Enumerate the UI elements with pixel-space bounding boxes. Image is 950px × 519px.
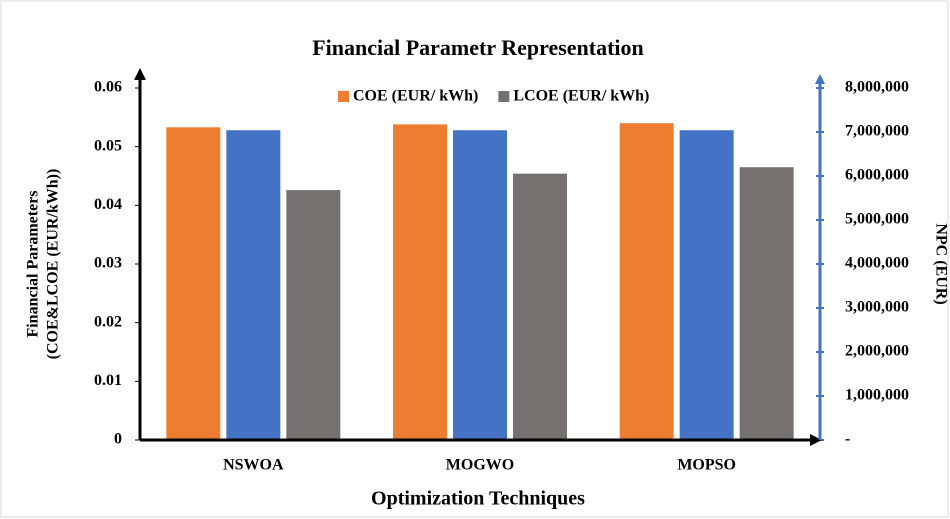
y2-tick-label: 3,000,000 xyxy=(845,299,909,316)
y2-tick-label: 8,000,000 xyxy=(845,79,909,96)
bar xyxy=(679,130,734,441)
x-tick-label: MOGWO xyxy=(446,457,514,474)
y2-tick-label: 2,000,000 xyxy=(845,343,909,360)
bar xyxy=(286,190,341,440)
y-axis-arrow xyxy=(134,68,146,80)
y-tick-label: 0.06 xyxy=(94,79,122,96)
y-axis-label: (COE&LCOE (EUR/kWh)) xyxy=(45,169,62,360)
legend-label: LCOE (EUR/ kWh) xyxy=(513,88,649,105)
bar xyxy=(619,123,674,440)
y2-tick-label: 5,000,000 xyxy=(845,211,909,228)
chart-title: Financial Parametr Representation xyxy=(312,35,644,60)
y2-tick-label: - xyxy=(845,431,850,448)
y-tick-label: 0 xyxy=(114,431,122,448)
y2-tick-label: 6,000,000 xyxy=(845,167,909,184)
y-tick-label: 0.05 xyxy=(94,137,122,154)
legend-swatch xyxy=(498,91,510,102)
bar xyxy=(453,130,507,441)
x-axis-arrow xyxy=(810,434,822,446)
y2-axis-label: NPC (EUR) xyxy=(932,223,949,304)
x-tick-label: NSWOA xyxy=(223,457,284,474)
legend-label: COE (EUR/ kWh) xyxy=(353,88,478,105)
y-axis-label: Financial Parameters xyxy=(25,190,42,337)
legend-swatch xyxy=(338,91,349,102)
x-tick-label: MOPSO xyxy=(677,457,736,474)
bar xyxy=(739,167,794,440)
bar xyxy=(166,127,221,440)
y-tick-label: 0.03 xyxy=(94,255,122,272)
y-tick-label: 0.02 xyxy=(94,313,122,330)
bar xyxy=(513,173,567,441)
y2-tick-label: 4,000,000 xyxy=(845,255,909,272)
x-axis-label: Optimization Techniques xyxy=(371,488,585,510)
y-tick-label: 0.01 xyxy=(94,372,122,389)
bar xyxy=(226,130,281,441)
y2-tick-label: 1,000,000 xyxy=(845,387,909,404)
y-tick-label: 0.04 xyxy=(94,196,122,213)
y2-tick-label: 7,000,000 xyxy=(845,123,909,140)
bar xyxy=(393,124,447,440)
y2-axis-arrow xyxy=(815,74,825,84)
